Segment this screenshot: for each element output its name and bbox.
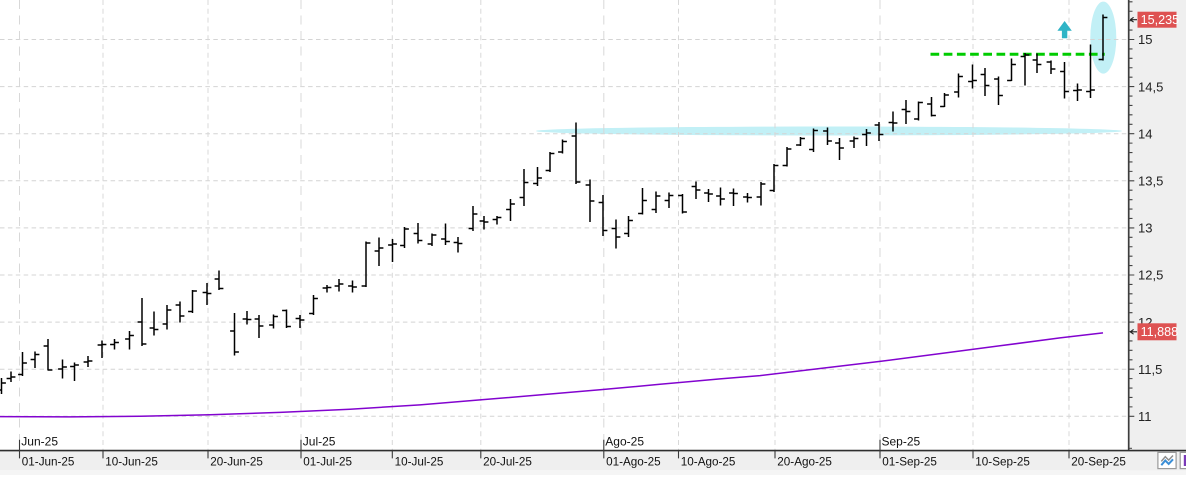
svg-text:14,5: 14,5	[1138, 79, 1163, 94]
svg-text:01-Sep-25: 01-Sep-25	[882, 456, 937, 469]
svg-text:01-Ago-25: 01-Ago-25	[606, 456, 661, 469]
svg-text:01-Jun-25: 01-Jun-25	[22, 456, 75, 469]
svg-text:11: 11	[1138, 409, 1152, 424]
svg-text:20-Sep-25: 20-Sep-25	[1071, 456, 1126, 469]
svg-text:14: 14	[1138, 126, 1152, 141]
svg-text:13: 13	[1138, 221, 1152, 236]
svg-text:11,5: 11,5	[1138, 362, 1162, 377]
svg-text:10-Sep-25: 10-Sep-25	[975, 456, 1030, 469]
svg-text:11,888: 11,888	[1141, 325, 1179, 339]
svg-text:13,5: 13,5	[1138, 174, 1163, 189]
svg-text:20-Jun-25: 20-Jun-25	[210, 456, 263, 469]
svg-text:01-Jul-25: 01-Jul-25	[303, 456, 352, 469]
svg-text:15: 15	[1138, 32, 1152, 47]
svg-text:10-Jul-25: 10-Jul-25	[395, 456, 444, 469]
svg-text:Jun-25: Jun-25	[21, 435, 58, 449]
svg-text:12,5: 12,5	[1138, 268, 1163, 283]
svg-text:20-Ago-25: 20-Ago-25	[777, 456, 832, 469]
svg-text:10-Ago-25: 10-Ago-25	[681, 456, 736, 469]
svg-text:10-Jun-25: 10-Jun-25	[105, 456, 158, 469]
svg-text:Jul-25: Jul-25	[303, 435, 336, 449]
svg-text:Sep-25: Sep-25	[882, 435, 921, 449]
svg-text:15,235: 15,235	[1141, 13, 1180, 27]
svg-text:Ago-25: Ago-25	[605, 435, 644, 449]
svg-text:20-Jul-25: 20-Jul-25	[483, 456, 532, 469]
